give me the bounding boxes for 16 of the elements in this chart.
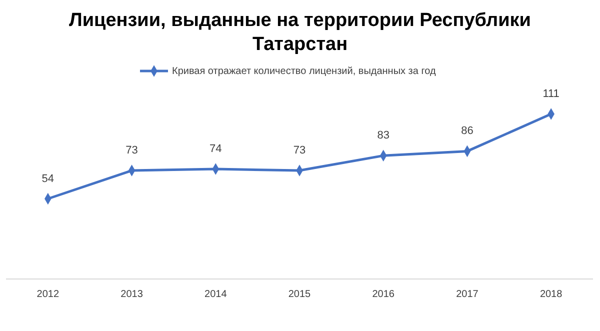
data-label: 73	[293, 144, 306, 157]
data-label: 83	[377, 130, 390, 142]
data-label: 111	[542, 88, 560, 100]
data-label: 73	[126, 144, 138, 157]
data-label: 74	[210, 143, 222, 156]
data-label: 86	[461, 125, 474, 138]
x-tick-label: 2015	[288, 289, 312, 300]
x-tick-label: 2013	[120, 289, 144, 300]
data-label: 54	[42, 172, 54, 185]
chart-title: Лицензии, выданные на территории Республики Татарстан	[69, 10, 531, 55]
x-tick-label: 2014	[204, 289, 228, 300]
legend-label: Кривая отражает количество лицензий, выданных за год	[172, 66, 436, 77]
x-tick-label: 2017	[456, 289, 479, 300]
x-tick-label: 2012	[36, 289, 60, 300]
x-tick-label: 2018	[540, 289, 563, 300]
x-tick-label: 2016	[372, 289, 395, 300]
